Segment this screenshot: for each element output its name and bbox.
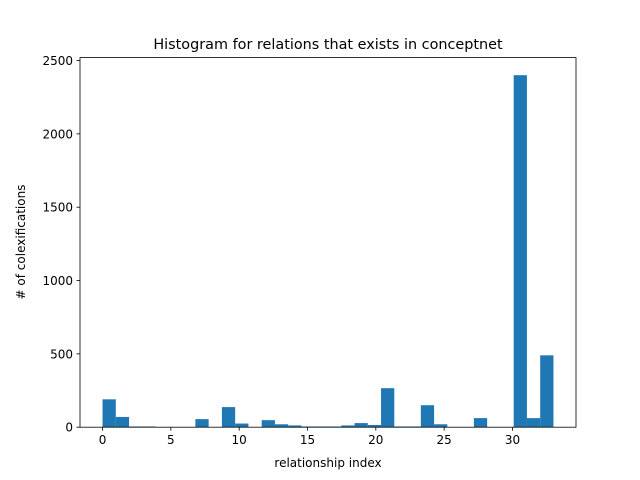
x-tick-label: 25 (437, 433, 452, 447)
bar (341, 425, 355, 428)
y-tick-label: 1000 (42, 274, 73, 288)
y-axis-label: # of colexifications (14, 185, 28, 300)
y-tick-label: 2500 (42, 54, 73, 68)
y-tick-label: 0 (65, 421, 73, 435)
x-tick-label: 30 (505, 433, 520, 447)
x-tick-label: 10 (232, 433, 247, 447)
bar (420, 405, 435, 428)
bar (513, 75, 527, 428)
x-tick-label: 5 (167, 433, 175, 447)
bar (473, 418, 488, 428)
bar (354, 423, 368, 428)
bar (195, 419, 209, 428)
bar (235, 423, 249, 428)
bar (102, 399, 116, 428)
x-tick-label: 15 (300, 433, 315, 447)
bar (540, 355, 554, 428)
axes-frame (79, 57, 577, 428)
bar (221, 407, 236, 428)
bar (434, 424, 448, 428)
y-tick-label: 1500 (42, 201, 73, 215)
bar (367, 425, 382, 428)
bar (115, 416, 130, 428)
y-tick-label: 2000 (42, 127, 73, 141)
bar (261, 420, 275, 428)
y-tick-label: 500 (50, 347, 73, 361)
x-axis-label: relationship index (274, 456, 381, 470)
bar (274, 424, 289, 428)
bar (526, 418, 541, 428)
bar (288, 425, 302, 428)
chart-title: Histogram for relations that exists in c… (153, 37, 503, 53)
x-tick-label: 20 (368, 433, 383, 447)
bar (381, 388, 395, 428)
x-tick-label: 0 (99, 433, 107, 447)
